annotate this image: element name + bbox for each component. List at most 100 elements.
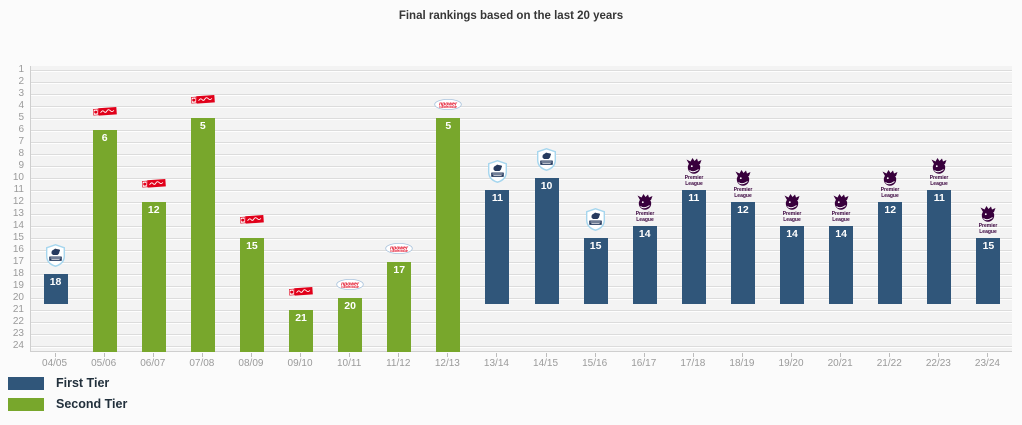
x-axis-label: 21/22 (876, 358, 902, 369)
x-axis-label: 18/19 (729, 358, 755, 369)
x-axis-tick (692, 353, 694, 357)
x-axis-label: 09/10 (287, 358, 313, 369)
y-axis-label: 5 (18, 112, 24, 123)
x-axis-label: 20/21 (827, 358, 853, 369)
bar-16-17[interactable]: 14 (632, 226, 657, 304)
gridline (31, 262, 1012, 263)
barclays-premier-league-logo (46, 244, 66, 267)
svg-text:npower: npower (341, 281, 360, 287)
gridline (31, 250, 1012, 251)
y-axis-label: 10 (12, 172, 24, 183)
bar-value-label: 14 (835, 228, 847, 240)
x-axis-tick (889, 353, 891, 357)
bar-value-label: 11 (933, 192, 945, 204)
bar-06-07[interactable]: 12 (141, 202, 166, 352)
y-axis-label: 9 (18, 160, 24, 171)
bar-12-13[interactable]: 5 (436, 118, 461, 352)
bar-14-15[interactable]: 10 (534, 178, 559, 304)
gridline (31, 238, 1012, 239)
bar-value-label: 11 (491, 192, 503, 204)
y-axis-label: 1 (18, 64, 24, 75)
svg-text:Premier: Premier (783, 211, 802, 217)
x-axis-tick (103, 353, 105, 357)
bar-13-14[interactable]: 11 (485, 190, 510, 304)
bar-08-09[interactable]: 15 (239, 238, 264, 352)
coca-cola-championship-banner-icon (141, 179, 166, 188)
x-axis-label: 07/08 (189, 358, 215, 369)
bar-value-label: 21 (295, 312, 307, 324)
x-axis-tick (791, 353, 793, 357)
svg-text:CHAMPIONSHIP: CHAMPIONSHIP (341, 286, 359, 289)
premier-league-logo: Premier League (975, 205, 1001, 235)
bar-value-label: 15 (589, 240, 602, 252)
bar-23-24[interactable]: 15 (976, 238, 1001, 304)
bar-09-10[interactable]: 21 (289, 310, 314, 352)
bar-value-label: 14 (638, 228, 651, 240)
barclays-premier-league-shield-icon (586, 208, 606, 231)
coca-cola-championship-banner-icon (289, 287, 313, 296)
bar-11-12[interactable]: 17 (387, 262, 412, 352)
svg-text:League: League (734, 193, 752, 199)
svg-text:Premier: Premier (930, 175, 949, 181)
bar-value-label: 17 (393, 264, 406, 276)
y-axis-label: 7 (18, 136, 24, 147)
bar-19-20[interactable]: 14 (780, 226, 805, 304)
bar-05-06[interactable]: 6 (92, 130, 117, 352)
legend-item-first-tier[interactable]: First Tier (8, 376, 127, 390)
premier-league-logo: Premier League (828, 193, 854, 223)
y-axis-label: 16 (12, 244, 24, 255)
svg-text:Premier: Premier (881, 187, 900, 193)
bar-value-label: 5 (445, 120, 452, 132)
coca-cola-championship-logo (289, 287, 313, 296)
svg-text:League: League (685, 181, 703, 187)
x-axis-label: 14/15 (533, 358, 559, 369)
chart-title: Final rankings based on the last 20 year… (398, 10, 624, 22)
coca-cola-championship-logo (190, 95, 215, 104)
y-axis-label: 24 (12, 340, 24, 351)
coca-cola-championship-logo (141, 179, 166, 188)
y-axis-label: 21 (12, 304, 24, 315)
x-axis: 04/05 05/06 06/07 07/08 08/09 09/10 10/11 11/12… (30, 352, 1012, 374)
y-axis-label: 12 (12, 196, 24, 207)
x-axis-tick (840, 353, 842, 357)
bar-18-19[interactable]: 12 (730, 202, 755, 304)
gridline (31, 286, 1012, 287)
coca-cola-championship-banner-icon (190, 95, 215, 104)
y-axis-label: 6 (18, 124, 24, 135)
gridline (31, 130, 1012, 131)
y-axis-label: 17 (12, 256, 24, 267)
gridline (31, 118, 1012, 119)
bar-10-11[interactable]: 20 (338, 298, 363, 352)
x-axis-label: 16/17 (631, 358, 657, 369)
barclays-premier-league-shield-icon (487, 160, 507, 183)
x-axis-label: 04/05 (42, 358, 68, 369)
gridline (31, 298, 1012, 299)
barclays-premier-league-logo (487, 160, 507, 183)
premier-league-logo: Premier League (926, 157, 952, 187)
bar-value-label: 12 (884, 204, 897, 216)
y-axis-label: 11 (13, 184, 24, 195)
legend-item-second-tier[interactable]: Second Tier (8, 397, 127, 411)
svg-text:Premier: Premier (635, 211, 654, 217)
bar-17-18[interactable]: 11 (681, 190, 706, 304)
x-axis-label: 22/23 (925, 358, 951, 369)
bar-20-21[interactable]: 14 (829, 226, 854, 304)
x-axis-tick (545, 353, 547, 357)
bar-21-22[interactable]: 12 (878, 202, 903, 304)
bar-07-08[interactable]: 5 (190, 118, 215, 352)
x-axis-label: 13/14 (483, 358, 509, 369)
y-axis-label: 4 (18, 100, 24, 111)
gridline (31, 214, 1012, 215)
bar-22-23[interactable]: 11 (927, 190, 952, 304)
bar-04-05[interactable]: 18 (43, 274, 68, 304)
x-axis-label: 19/20 (778, 358, 804, 369)
coca-cola-championship-logo (239, 215, 264, 224)
svg-text:CHAMPIONSHIP: CHAMPIONSHIP (390, 250, 408, 253)
barclays-premier-league-logo (586, 208, 606, 231)
bar-15-16[interactable]: 15 (583, 238, 608, 304)
